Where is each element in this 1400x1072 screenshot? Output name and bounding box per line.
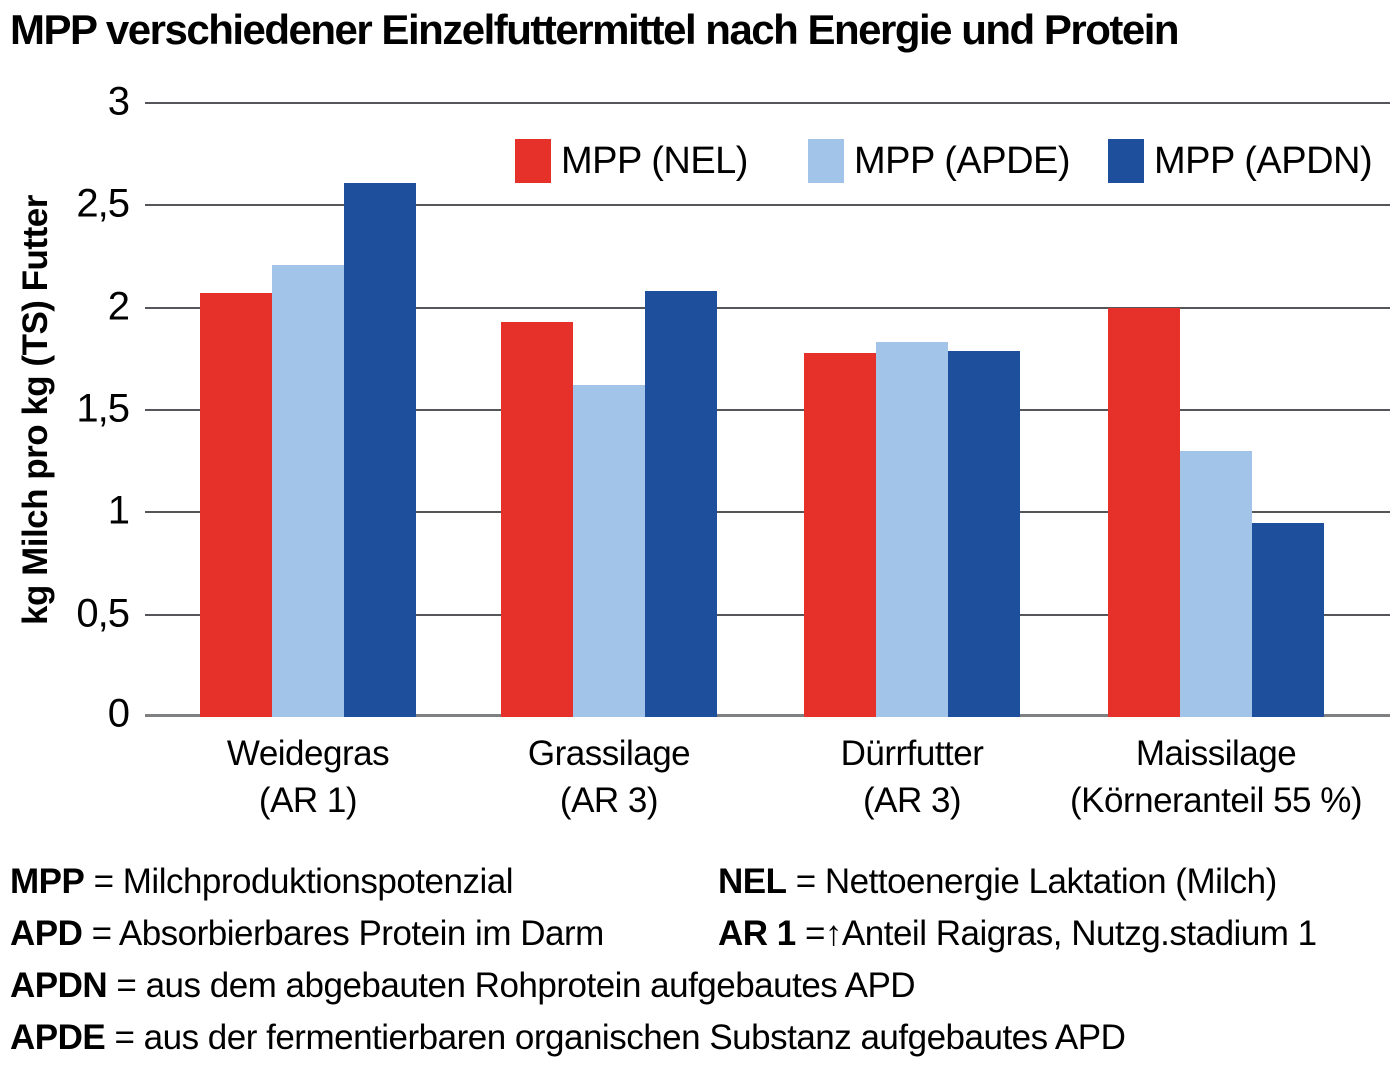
y-tick-label: 0 — [107, 691, 130, 736]
legend-swatch — [808, 139, 844, 183]
footnote: APD = Absorbierbares Protein im Darm — [10, 908, 718, 960]
category-label: Grassilage (AR 3) — [527, 730, 691, 824]
gridline — [145, 511, 1390, 514]
category-label: Weidegras (AR 1) — [226, 730, 390, 824]
footnote-row: MPP = Milchproduktionspotenzial NEL = Net… — [10, 856, 1395, 908]
category-detail: (AR 3) — [862, 781, 962, 820]
category-detail: (AR 1) — [258, 781, 358, 820]
footnote: NEL = Nettoenergie Laktation (Milch) — [718, 856, 1277, 908]
category-detail: (Körneranteil 55 %) — [1069, 781, 1363, 820]
bar — [1251, 523, 1324, 717]
footnote-term: NEL — [718, 862, 787, 901]
gridline — [145, 613, 1390, 616]
footnote-definition: = Nettoenergie Laktation (Milch) — [795, 862, 1278, 901]
chart-title: MPP verschiedener Einzelfuttermittel nac… — [10, 6, 1180, 53]
bar-group — [803, 342, 1020, 717]
category-name: Weidegras — [226, 734, 390, 773]
footnote: AR 1 =↑Anteil Raigras, Nutzg.stadium 1 — [718, 908, 1317, 960]
footnote-definition: = aus dem abgebauten Rohprotein aufgebau… — [116, 966, 916, 1005]
bar — [645, 291, 718, 717]
category-name: Grassilage — [527, 734, 691, 773]
plot-area: 3 2,5 2 1,5 1 0,5 0 MPP (NEL) MPP (APDE) MPP (APD… — [76, 80, 1390, 736]
gridline — [145, 102, 1390, 104]
bar — [200, 293, 273, 717]
y-axis-label: kg Milch pro kg (TS) Futter — [16, 195, 55, 625]
footnote-term: APDE — [10, 1018, 106, 1057]
legend-label: MPP (APDE) — [854, 139, 1071, 182]
y-tick-label: 1 — [107, 488, 130, 533]
footnote-definition: =↑Anteil Raigras, Nutzg.stadium 1 — [804, 914, 1317, 953]
category-label: Dürrfutter (AR 3) — [841, 730, 984, 824]
footnote: MPP = Milchproduktionspotenzial — [10, 856, 718, 908]
bar — [272, 265, 345, 717]
legend-item: MPP (APDN) — [1108, 139, 1373, 183]
footnote-term: AR 1 — [718, 914, 796, 953]
footnote-row: APD = Absorbierbares Protein im Darm AR 1… — [10, 908, 1395, 960]
legend-swatch — [515, 139, 551, 183]
gridline — [145, 204, 1390, 207]
footnote-term: APDN — [10, 966, 108, 1005]
footnote-term: APD — [10, 914, 83, 953]
category-name: Maissilage — [1135, 734, 1297, 773]
footnote-row: APDE = aus der fermentierbaren organisch… — [10, 1012, 1395, 1064]
footnote: APDN = aus dem abgebauten Rohprotein auf… — [10, 960, 916, 1012]
legend-swatch — [1108, 139, 1144, 183]
legend-item: MPP (NEL) — [515, 139, 748, 183]
footnote-term: MPP — [10, 862, 85, 901]
bar — [344, 183, 417, 717]
bar — [1107, 308, 1180, 717]
y-tick-label: 0,5 — [76, 591, 130, 636]
legend-label: MPP (APDN) — [1154, 139, 1373, 182]
bar-group — [200, 183, 417, 717]
bar-group — [1107, 308, 1324, 717]
legend-label: MPP (NEL) — [561, 139, 748, 182]
bar — [501, 322, 574, 717]
x-axis-line — [145, 714, 1390, 717]
bar — [573, 385, 646, 717]
category-name: Dürrfutter — [840, 734, 984, 773]
gridline — [145, 409, 1390, 411]
bar-group — [501, 291, 718, 717]
category-label: Maissilage (Körneranteil 55 %) — [1069, 730, 1363, 824]
footnote-definition: = Absorbierbares Protein im Darm — [91, 914, 605, 953]
footnotes: MPP = Milchproduktionspotenzial NEL = Net… — [10, 856, 1395, 1064]
y-tick-label: 2 — [107, 284, 130, 329]
gridline — [145, 306, 1390, 309]
y-tick-label: 3 — [107, 79, 130, 124]
y-tick-label: 2,5 — [76, 181, 130, 226]
bar — [1179, 451, 1252, 717]
footnote-definition: = Milchproduktionspotenzial — [93, 862, 514, 901]
category-detail: (AR 3) — [559, 781, 659, 820]
bar — [947, 351, 1020, 717]
footnote: APDE = aus der fermentierbaren organisch… — [10, 1012, 1126, 1064]
bar — [875, 342, 948, 717]
footnote-row: APDN = aus dem abgebauten Rohprotein auf… — [10, 960, 1395, 1012]
bar — [803, 353, 876, 717]
footnote-definition: = aus der fermentierbaren organischen Su… — [114, 1018, 1126, 1057]
legend-item: MPP (APDE) — [808, 139, 1071, 183]
y-tick-label: 1,5 — [76, 386, 130, 431]
